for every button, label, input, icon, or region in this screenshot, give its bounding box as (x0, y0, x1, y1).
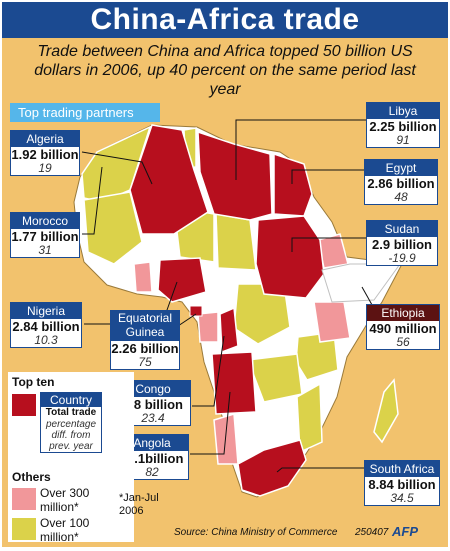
legend-country-key: Country Total trade percentage diff. fro… (40, 392, 102, 453)
region-madagascar (373, 378, 399, 444)
country-change: 10.3 (34, 333, 58, 347)
legend-country: Country (41, 393, 101, 407)
region-equatorial-guinea (189, 305, 203, 317)
leader-lines (81, 119, 377, 473)
region-algeria (129, 124, 209, 235)
label-south-africa: South Africa 8.84 billion 34.5 (364, 460, 440, 506)
country-change: 75 (138, 355, 152, 369)
top-partners-tag: Top trading partners (10, 103, 160, 122)
region-mozambique (296, 382, 323, 454)
legend-total-trade: Total trade (45, 407, 97, 418)
country-name: South Africa (365, 461, 439, 477)
country-trade: 8.84 billion (368, 477, 436, 492)
country-name: Ethiopia (367, 305, 439, 321)
legend-others-heading: Others (12, 470, 51, 484)
country-trade: 1.92 billion (11, 147, 79, 162)
leader-line-angola (190, 391, 231, 455)
leader-line-algeria (81, 151, 153, 185)
label-ethiopia: Ethiopia 490 million 56 (366, 304, 440, 350)
region-egypt (273, 152, 313, 217)
leader-line-morocco (82, 166, 103, 235)
country-name: Egypt (365, 160, 437, 176)
country-trade: 2.84 billion (12, 319, 80, 334)
leader-line-libya (235, 119, 366, 180)
legend-pct-note: percentage diff. from prev. year (45, 419, 97, 452)
country-trade: 2.8 billion (123, 397, 183, 412)
country-trade: 11.1billion (120, 451, 184, 466)
country-change: 56 (396, 335, 410, 349)
label-algeria: Algeria 1.92 billion 19 (10, 130, 80, 176)
leader-line-congo (192, 335, 225, 407)
country-trade: 2.9 billion (372, 237, 432, 252)
legend-over-100: Over 100 million* (40, 516, 90, 544)
country-change: 48 (394, 190, 408, 204)
leader-line-south-africa (276, 467, 366, 473)
region-angola (211, 351, 257, 415)
region-south-africa (237, 439, 307, 497)
label-equatorial-guinea: Equatorial Guinea 2.26 billion 75 (110, 310, 180, 370)
region-sudan (255, 215, 325, 299)
afp-logo: AFP (392, 524, 418, 539)
country-change: 31 (38, 243, 52, 257)
country-name: Angola (116, 435, 188, 451)
footnote: *Jan-Jul 2006 (119, 492, 159, 517)
country-change: 19 (38, 161, 52, 175)
country-trade: 2.25 billion (369, 119, 437, 134)
legend-over-300: Over 300 million* (40, 486, 90, 514)
label-libya: Libya 2.25 billion 91 (366, 102, 440, 148)
country-name: Libya (367, 103, 439, 119)
country-trade: 2.86 billion (367, 176, 435, 191)
country-name: Equatorial Guinea (111, 311, 179, 341)
region-congo (219, 306, 239, 354)
country-name: Nigeria (11, 303, 81, 319)
country-trade: 490 million (369, 321, 437, 336)
region-west-sahel (83, 191, 143, 265)
legend-swatch-top-ten (12, 394, 36, 416)
source-credit: Source: China Ministry of Commerce (174, 527, 338, 538)
country-name: Sudan (367, 221, 437, 237)
country-change: 34.5 (390, 491, 414, 505)
region-chad (215, 213, 257, 271)
country-change: 82 (145, 465, 159, 479)
graphic-code: 250407 (355, 527, 389, 538)
region-ghana (133, 261, 153, 293)
region-libya (197, 130, 273, 221)
region-namibia (213, 413, 239, 465)
country-name: Algeria (11, 131, 79, 147)
country-change: 91 (396, 133, 410, 147)
country-change: 23.4 (141, 411, 165, 425)
region-ethiopia (321, 263, 401, 303)
leader-line-sudan (291, 237, 366, 252)
page-title: China-Africa trade (2, 2, 448, 38)
legend-top-ten-heading: Top ten (12, 375, 55, 389)
country-trade: 2.26 billion (111, 341, 179, 356)
legend: Top ten Country Total trade percentage d… (8, 372, 134, 544)
legend-swatch-over-100 (12, 518, 36, 540)
country-trade: 1.77 billion (11, 229, 79, 244)
leader-line-equatorial-guinea (177, 313, 197, 327)
legend-swatch-over-300 (12, 488, 36, 510)
label-nigeria: Nigeria 2.84 billion 10.3 (10, 302, 82, 348)
region-nigeria (157, 257, 207, 303)
country-name: Congo (116, 381, 190, 397)
leader-line-egypt (291, 169, 364, 184)
region-gabon (197, 311, 219, 343)
label-morocco: Morocco 1.77 billion 31 (10, 212, 80, 258)
label-egypt: Egypt 2.86 billion 48 (364, 159, 438, 205)
country-name: Morocco (11, 213, 79, 229)
country-change: -19.9 (388, 251, 416, 265)
subtitle: Trade between China and Africa topped 50… (34, 43, 416, 98)
label-sudan: Sudan 2.9 billion -19.9 (366, 220, 438, 266)
region-kenya (313, 301, 351, 343)
